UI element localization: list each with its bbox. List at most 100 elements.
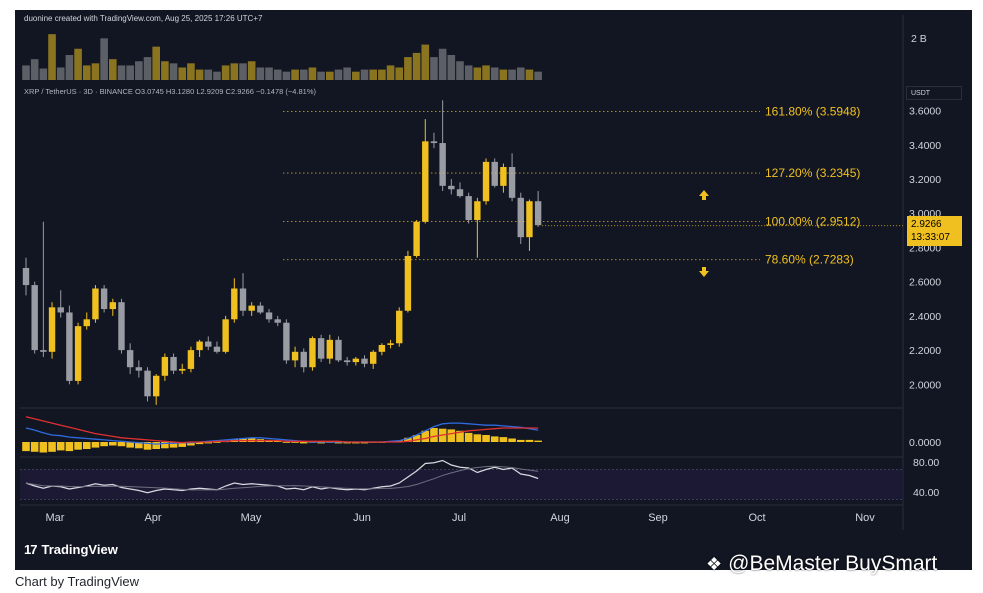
candlestick-chart[interactable]: 161.80% (3.5948) 127.20% (3.2345) 100.00% …: [15, 10, 972, 570]
macd-histogram-bar: [534, 440, 542, 442]
time-axis-label: Sep: [648, 512, 668, 524]
volume-bar: [343, 67, 351, 80]
volume-bar: [360, 69, 369, 80]
candle-body: [170, 356, 177, 371]
candle-body: [92, 288, 99, 320]
signal-line: [25, 416, 539, 444]
volume-bar: [204, 69, 213, 80]
candle-body: [161, 356, 169, 376]
tradingview-logo-icon: 17: [24, 542, 38, 557]
candle-body: [474, 201, 481, 221]
volume-bar: [74, 48, 82, 80]
chart-frame: 161.80% (3.5948) 127.20% (3.2345) 100.00% …: [15, 10, 972, 570]
time-axis-label: Oct: [748, 512, 765, 524]
chart-credit[interactable]: Chart by TradingView: [15, 574, 140, 589]
volume-bar: [421, 44, 430, 80]
candle-body: [205, 341, 212, 347]
time-axis-label: Aug: [550, 512, 570, 524]
candle-body: [187, 350, 195, 369]
currency-unit[interactable]: USDT: [906, 86, 962, 100]
macd-histogram-bar: [421, 430, 430, 442]
volume-bar: [100, 38, 108, 80]
candle-body: [291, 351, 299, 361]
candle-body: [31, 285, 38, 351]
candle-body: [109, 302, 116, 310]
volume-bar: [395, 67, 404, 80]
macd-histogram-bar: [91, 442, 100, 448]
volume-bar: [282, 71, 291, 80]
candle-body: [248, 305, 255, 311]
candle-body: [534, 201, 542, 226]
volume-tick: 2 B: [911, 33, 927, 45]
macd-histogram-bar: [456, 430, 464, 442]
macd-histogram-bar: [56, 442, 65, 451]
volume-bar: [187, 63, 195, 80]
macd-histogram-bar: [169, 442, 178, 448]
macd-histogram-bar: [143, 442, 152, 450]
candle-body: [300, 351, 307, 368]
candle-body: [135, 367, 143, 371]
candle-body: [430, 141, 438, 144]
macd-histogram-bar: [464, 432, 473, 442]
binance-diamond-icon: ❖: [706, 553, 723, 574]
candle-body: [144, 370, 151, 397]
volume-bar: [438, 48, 447, 80]
candle-body: [508, 167, 516, 198]
candle-body: [482, 161, 490, 202]
macd-histogram-bar: [343, 442, 351, 444]
macd-histogram-bar: [117, 442, 126, 447]
candle-body: [283, 322, 290, 361]
volume-bar: [447, 55, 456, 80]
candle-body: [74, 326, 82, 381]
volume-bar: [126, 65, 134, 80]
candle-body: [265, 312, 273, 320]
volume-bar: [169, 63, 178, 80]
volume-bar: [48, 34, 56, 80]
macd-histogram-bar: [195, 442, 204, 445]
macd-histogram-bar: [126, 442, 134, 448]
fib-label: 100.00% (2.9512): [765, 215, 860, 229]
candle-body: [448, 185, 455, 190]
volume-bar: [516, 67, 525, 80]
macd-histogram-bar: [48, 442, 56, 452]
macd-histogram-bar: [404, 437, 412, 442]
macd-histogram-bar: [39, 442, 48, 453]
candle-body: [422, 141, 429, 222]
candle-body: [326, 339, 333, 359]
macd-histogram-bar: [473, 434, 482, 442]
chart-attribution: duonine created with TradingView.com, Au…: [24, 14, 263, 23]
macd-histogram-bar: [187, 442, 195, 446]
macd-histogram-bar: [525, 439, 534, 442]
macd-histogram-bar: [100, 442, 108, 447]
volume-bar: [482, 65, 490, 80]
symbol-info: XRP / TetherUS · 3D · BINANCE O3.0745 H3…: [24, 87, 316, 96]
macd-histogram-bar: [499, 437, 508, 442]
candle-body: [517, 197, 524, 238]
rsi-ma-line: [25, 465, 539, 491]
candle-body: [309, 338, 316, 368]
candle-body: [222, 319, 229, 352]
volume-bar: [195, 69, 204, 80]
time-axis-label: Jul: [452, 512, 466, 524]
volume-bar: [22, 65, 30, 80]
macd-histogram-bar: [516, 439, 525, 442]
macd-histogram-bar: [490, 436, 499, 442]
price-tick: 2.0000: [909, 379, 941, 391]
candle-body: [352, 358, 360, 363]
volume-bar: [91, 63, 100, 80]
last-price-tag: 2.9266 13:33:07: [907, 216, 962, 246]
volume-bar: [256, 67, 265, 80]
time-axis-label: Nov: [855, 512, 875, 524]
candle-body: [196, 341, 203, 351]
tradingview-logo[interactable]: 17 TradingView: [24, 542, 118, 557]
candle-body: [100, 288, 108, 310]
volume-bar: [221, 65, 230, 80]
candle-body: [500, 167, 507, 186]
candle-body: [274, 319, 281, 323]
price-tick: 3.6000: [909, 106, 941, 118]
macd-histogram-bar: [395, 440, 404, 442]
macd-histogram-bar: [204, 442, 213, 444]
volume-bar: [525, 69, 534, 80]
macd-histogram-bar: [317, 442, 325, 444]
volume-bar: [109, 59, 117, 80]
